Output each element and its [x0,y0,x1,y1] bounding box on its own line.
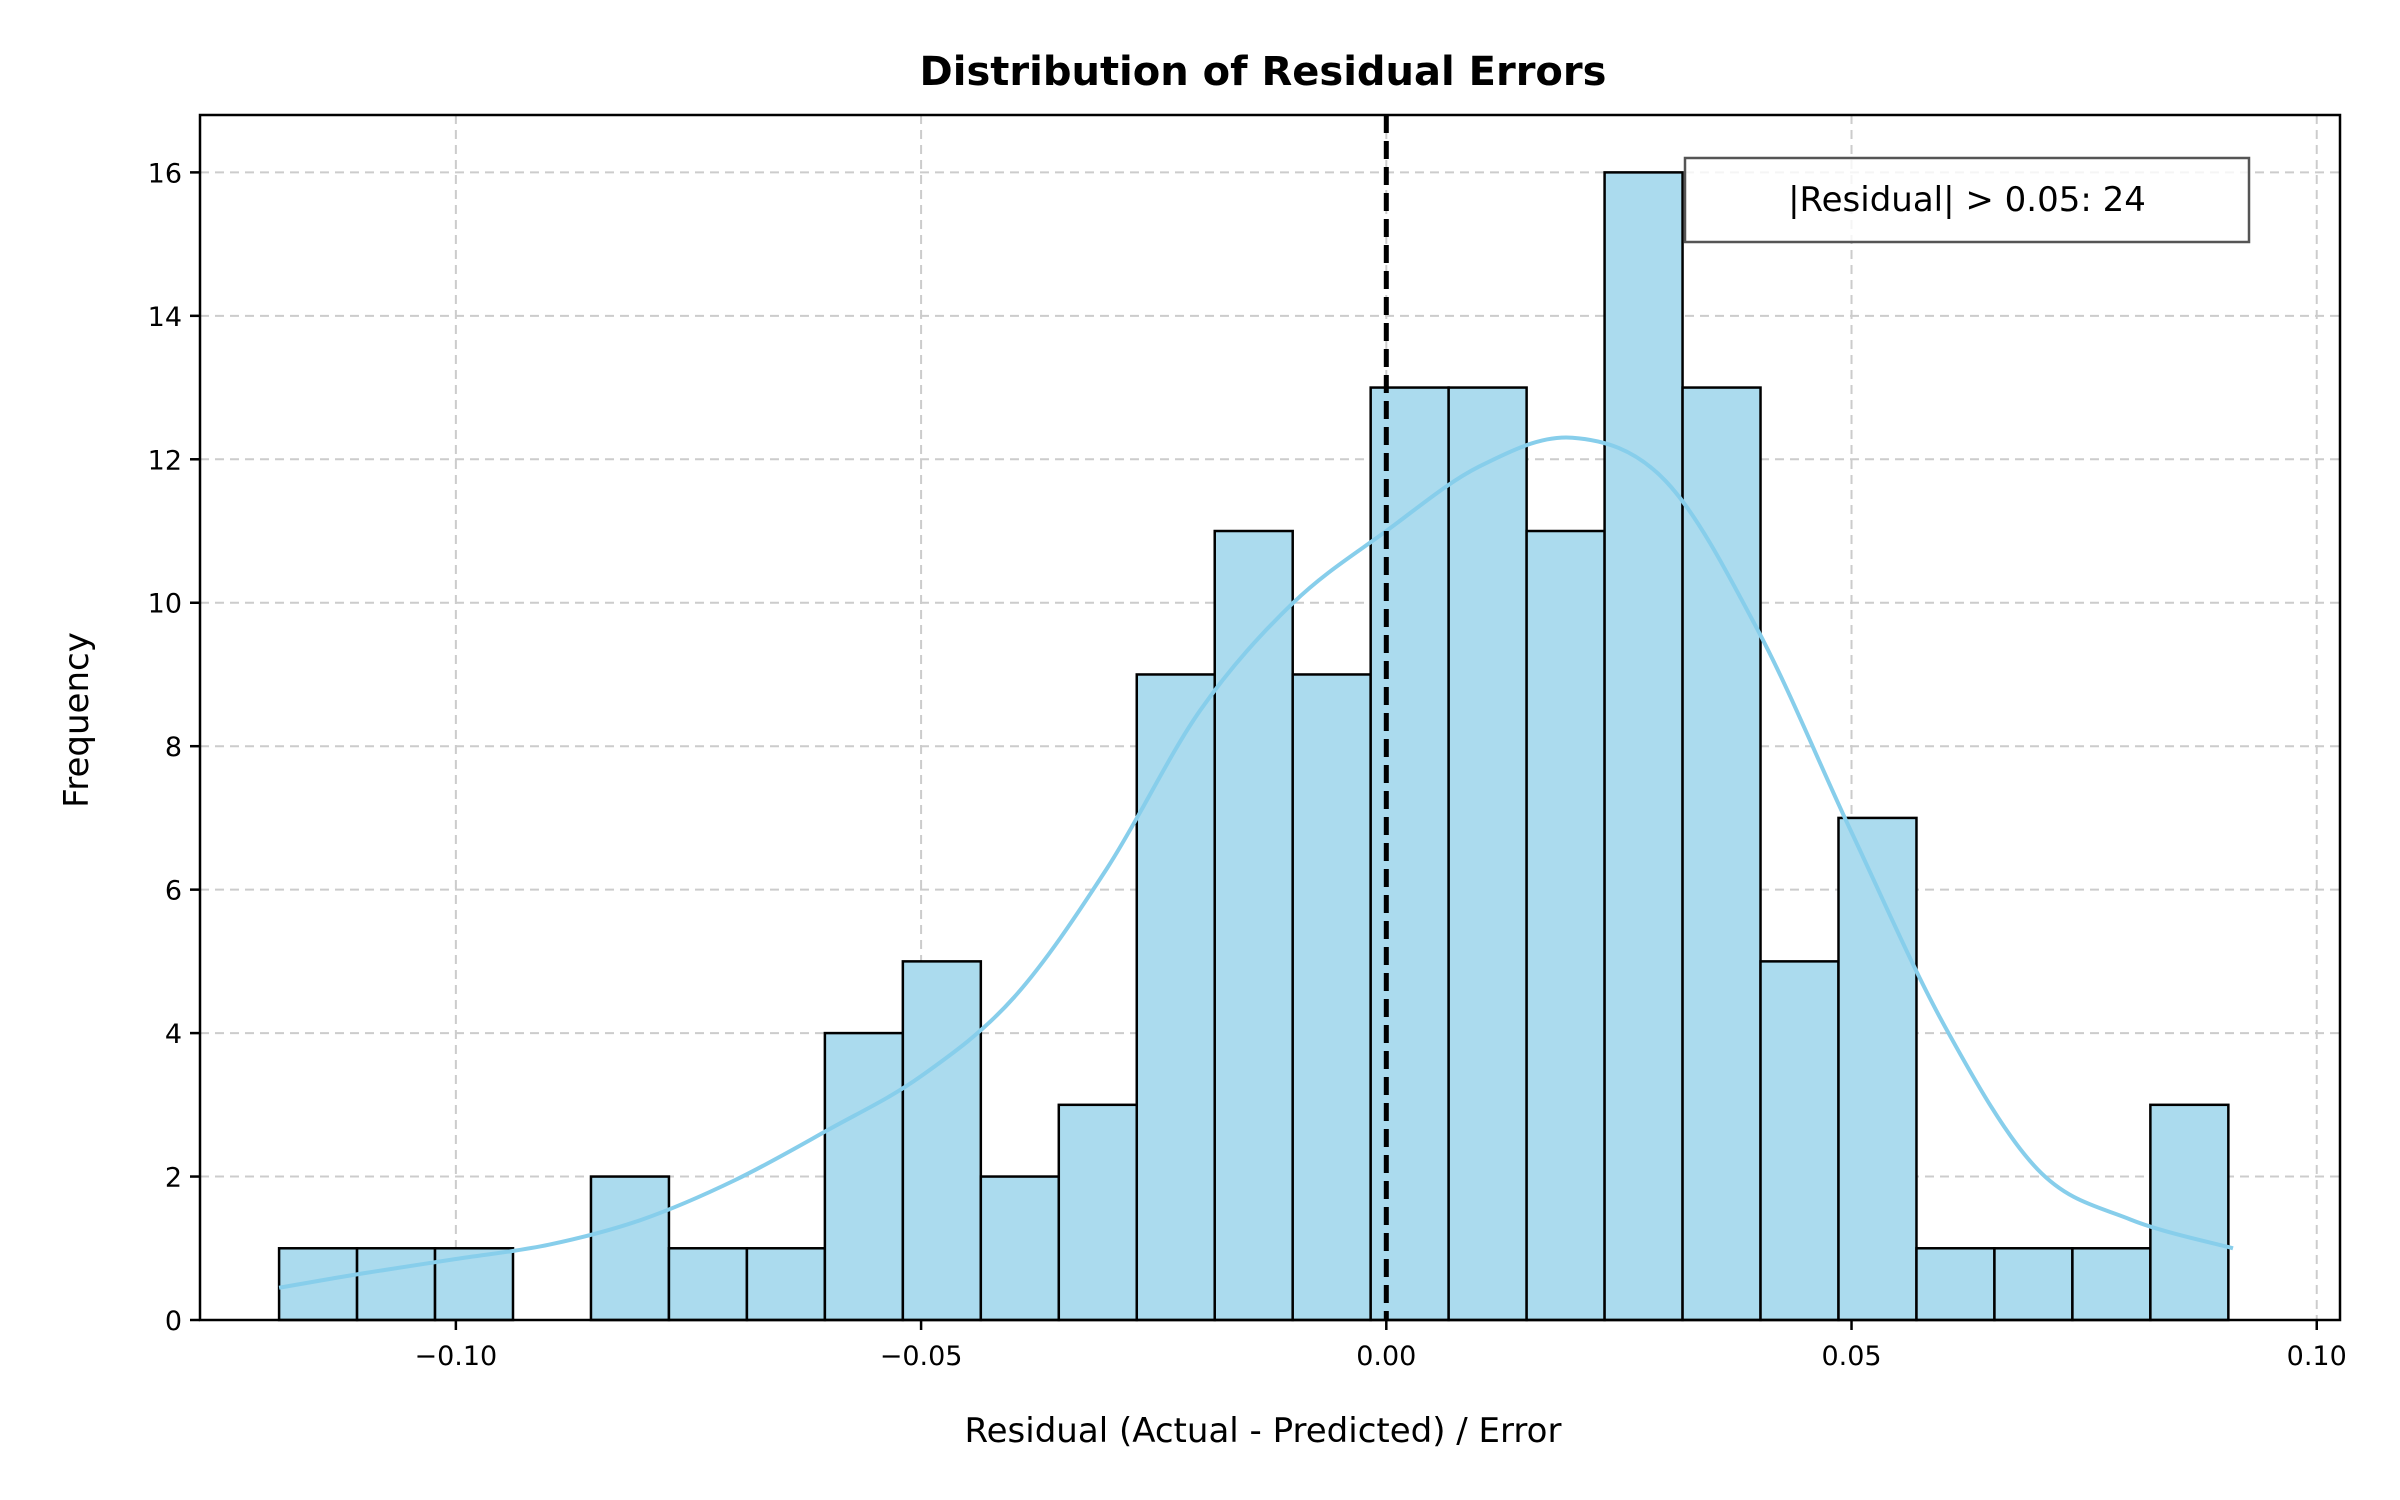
annotation-text: |Residual| > 0.05: 24 [1788,180,2146,220]
y-tick-label-8: 16 [148,158,182,189]
y-tick-label-7: 14 [148,302,182,333]
y-tick-label-3: 6 [165,876,182,907]
x-axis-ticks: −0.10 −0.05 0.00 0.05 0.10 [414,1320,2347,1372]
histogram-bar-13 [1291,673,1372,1322]
y-tick-label-0: 0 [165,1306,182,1337]
histogram-bars [277,171,2230,1322]
annotation-box: |Residual| > 0.05: 24 [1683,156,2251,244]
histogram-bar-23 [2071,1247,2152,1322]
histogram-bar-22 [1993,1247,2074,1322]
histogram-bar-1 [355,1247,437,1322]
y-tick-label-6: 12 [148,445,182,476]
histogram-bar-20 [1837,816,1918,1322]
chart-title: Distribution of Residual Errors [920,49,1607,95]
y-tick-label-1: 2 [165,1163,182,1194]
x-tick-label-3: 0.05 [1821,1341,1881,1372]
x-tick-label-1: −0.05 [880,1341,963,1372]
histogram-bar-15 [1447,386,1528,1322]
histogram-bar-8 [901,960,983,1322]
histogram-bar-17 [1603,171,1684,1322]
kde-layer [278,435,2234,1290]
histogram-bar-21 [1915,1247,1996,1322]
x-axis-title: Residual (Actual - Predicted) / Error [965,1411,1562,1451]
x-tick-label-0: −0.10 [414,1341,497,1372]
y-tick-label-4: 8 [165,732,182,763]
x-tick-label-4: 0.10 [2287,1341,2347,1372]
histogram-bar-9 [979,1175,1061,1322]
plot-frame [198,113,2342,1322]
kde-curve [278,435,2234,1290]
histogram-bar-14 [1369,386,1450,1322]
histogram-bar-16 [1525,529,1606,1322]
histogram-bar-19 [1759,960,1840,1322]
histogram-bar-24 [2149,1103,2230,1322]
histogram-bar-5 [667,1247,749,1322]
y-tick-label-5: 10 [148,589,182,620]
histogram-bar-6 [745,1247,827,1322]
histogram-bar-18 [1681,386,1762,1322]
y-tick-label-2: 4 [165,1019,182,1050]
x-tick-label-2: 0.00 [1356,1341,1416,1372]
histogram-bar-11 [1135,673,1216,1322]
histogram-bar-10 [1057,1103,1139,1322]
histogram-bar-7 [823,1031,905,1322]
annotation-frame [1683,156,2251,244]
y-axis-ticks: 0 2 4 6 8 10 12 14 16 [148,158,200,1337]
y-axis-title: Frequency [57,632,97,808]
histogram-bar-12 [1213,529,1294,1322]
histogram-bar-4 [589,1175,671,1322]
axes [198,113,2342,1322]
